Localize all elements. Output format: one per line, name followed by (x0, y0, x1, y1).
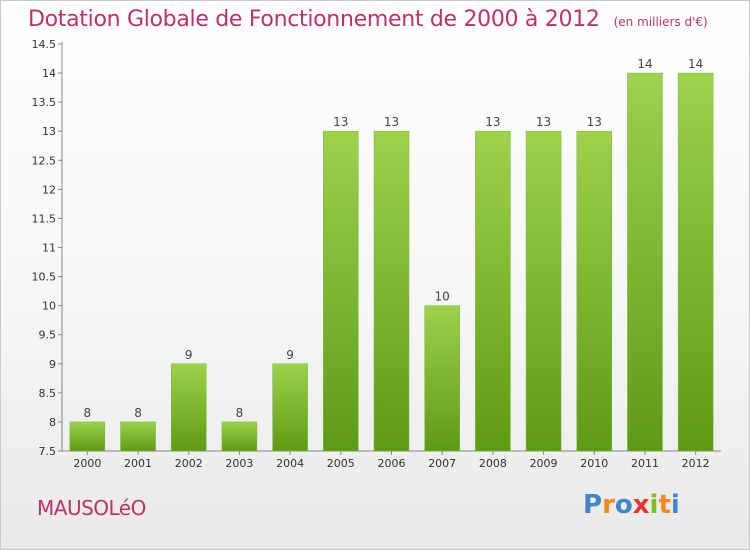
y-tick-label: 14 (42, 67, 56, 80)
y-tick-label: 11 (42, 242, 56, 255)
bar (627, 72, 663, 452)
town-name: MAUSOLéO (37, 496, 146, 520)
bar (424, 305, 460, 452)
x-tick-label: 2012 (682, 457, 710, 470)
bar (170, 363, 207, 452)
bar (323, 130, 359, 452)
y-tick-label: 11.5 (32, 212, 57, 225)
data-label: 13 (384, 115, 399, 129)
x-tick-label: 2009 (530, 457, 558, 470)
logo-letter: x (632, 490, 650, 520)
data-label: 13 (333, 115, 348, 129)
bar (677, 72, 714, 452)
chart-title: Dotation Globale de Fonctionnement de 20… (28, 7, 600, 32)
x-tick-label: 2005 (327, 457, 355, 470)
data-label: 13 (485, 115, 500, 129)
bar (120, 421, 156, 452)
y-tick-label: 10.5 (32, 271, 57, 284)
logo-letter: o (614, 490, 633, 520)
data-label: 10 (435, 290, 450, 304)
bar (576, 130, 613, 452)
logo-letter: r (602, 490, 615, 520)
logo-letter: t (658, 490, 671, 520)
data-label: 8 (134, 406, 142, 420)
y-tick-label: 8 (49, 416, 56, 429)
data-label: 13 (587, 115, 602, 129)
proxiti-logo: Proxiti (583, 490, 680, 520)
data-label: 14 (688, 57, 703, 71)
y-tick-label: 8.5 (39, 387, 57, 400)
bar (525, 130, 562, 452)
x-tick-label: 2000 (73, 457, 101, 470)
x-tick-label: 2006 (378, 457, 406, 470)
y-tick-label: 13.5 (32, 96, 57, 109)
x-tick-label: 2001 (124, 457, 152, 470)
x-tick-label: 2008 (479, 457, 507, 470)
bar (373, 130, 410, 452)
title-row: Dotation Globale de Fonctionnement de 20… (28, 7, 708, 32)
y-tick-label: 10 (42, 300, 56, 313)
chart-subtitle: (en milliers d'€) (613, 15, 708, 29)
logo-letter: i (670, 490, 680, 520)
bar (69, 421, 106, 452)
y-tick-label: 9.5 (39, 329, 57, 342)
data-label: 8 (236, 406, 244, 420)
x-tick-label: 2010 (580, 457, 608, 470)
bar (475, 130, 511, 452)
bar (272, 363, 308, 452)
x-tick-label: 2003 (225, 457, 253, 470)
y-tick-label: 13 (42, 125, 56, 138)
y-tick-label: 14.5 (32, 38, 57, 51)
bar (221, 421, 258, 452)
x-tick-label: 2004 (276, 457, 304, 470)
y-tick-label: 9 (49, 358, 56, 371)
data-label: 13 (536, 115, 551, 129)
x-tick-label: 2007 (428, 457, 456, 470)
data-label: 8 (84, 406, 92, 420)
data-label: 9 (286, 348, 294, 362)
logo-letter: i (649, 490, 659, 520)
x-tick-label: 2002 (175, 457, 203, 470)
data-label: 14 (637, 57, 652, 71)
y-tick-label: 12.5 (32, 154, 57, 167)
y-tick-label: 12 (42, 183, 56, 196)
logo-letter: P (583, 490, 603, 520)
data-label: 9 (185, 348, 193, 362)
y-tick-label: 7.5 (39, 445, 57, 458)
x-tick-label: 2011 (631, 457, 659, 470)
